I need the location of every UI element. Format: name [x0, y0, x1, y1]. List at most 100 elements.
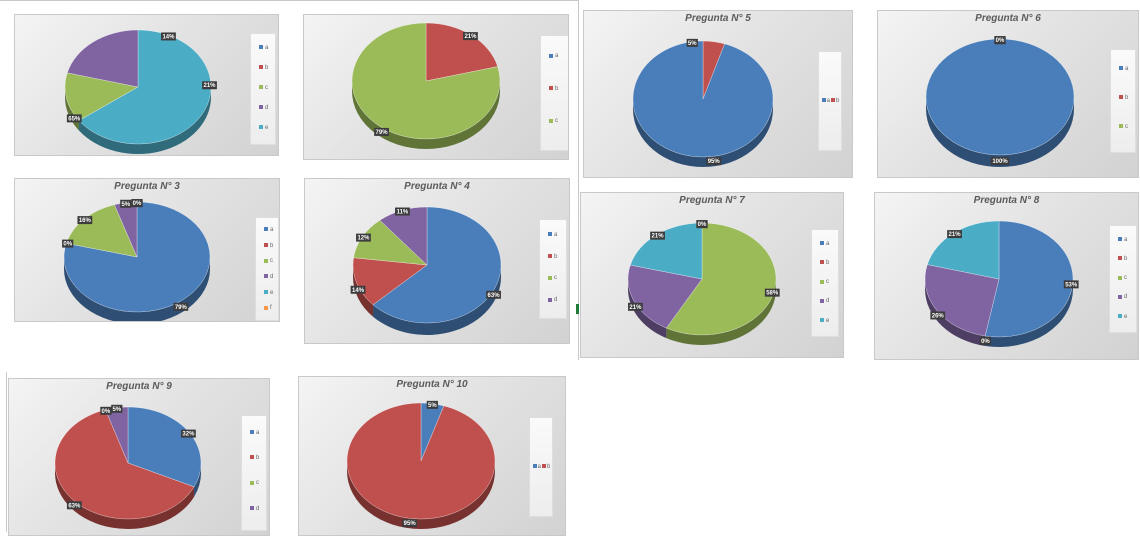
data-label-box [696, 220, 708, 229]
legend-item: b [250, 454, 259, 462]
data-label: 5% [428, 403, 437, 409]
data-label: 16% [79, 218, 92, 224]
data-label-box [100, 406, 112, 415]
legend-swatch [264, 274, 268, 279]
pie-top [924, 220, 1074, 338]
legend-swatch [259, 85, 263, 90]
pie-labels: 5% 95% [402, 400, 438, 528]
pie-slice-depth [194, 463, 201, 497]
legend-label: c [1125, 123, 1128, 130]
legend-swatch [1118, 275, 1122, 280]
legend-item: e [259, 124, 268, 132]
chart-legend: a b c d e [250, 33, 276, 145]
legend-swatch [548, 297, 552, 302]
legend-swatch [264, 242, 268, 247]
data-label-box [120, 199, 132, 208]
data-label: 0% [698, 222, 707, 228]
pie-chart-7: 0%0%58%21%21% [627, 220, 780, 345]
data-label: 65% [68, 116, 81, 122]
pie-slice [78, 29, 212, 145]
data-label-box [356, 233, 371, 242]
data-label-box [706, 157, 722, 166]
legend-swatch [1119, 95, 1123, 100]
pie-depth [926, 97, 1074, 167]
legend-label: b [555, 85, 559, 92]
data-label-box [350, 285, 366, 294]
legend-item: b [1118, 255, 1127, 263]
legend-swatch [548, 275, 552, 280]
chart-legend: a b c d [241, 415, 267, 531]
legend-swatch [821, 98, 826, 103]
data-label: 5% [112, 407, 121, 413]
data-label: 5% [121, 202, 130, 208]
data-label-box [66, 114, 82, 123]
legend-swatch [820, 298, 824, 303]
chart-title: Pregunta N° 5 [685, 13, 751, 24]
data-label: 63% [68, 503, 81, 509]
data-label-box [131, 199, 143, 208]
legend-swatch [532, 464, 537, 469]
legend-swatch [549, 86, 553, 91]
data-label: 12% [357, 236, 370, 242]
pie-top [925, 38, 1075, 156]
pie-labels: 32% 63% 0% 5% [66, 404, 196, 510]
data-label: 21% [949, 232, 962, 238]
pie-slice [67, 29, 139, 88]
legend-swatch [250, 430, 254, 435]
pie-labels: 0%0%58%21%21% [628, 220, 780, 311]
data-label-box [990, 157, 1010, 166]
legend-label: b [1125, 94, 1129, 101]
legend-label: d [270, 273, 274, 280]
legend-label: a [270, 226, 274, 233]
data-label: 5% [688, 41, 697, 47]
chart-panel-4: Pregunta N° 4 63% 14% 12% 11% a b c d [304, 178, 570, 344]
legend-label: a [1125, 65, 1129, 72]
pie-top [64, 29, 212, 145]
legend-swatch [264, 258, 268, 263]
data-label: 0% [102, 409, 111, 415]
legend-swatch [1118, 314, 1122, 319]
chart-title: Pregunta N° 10 [396, 379, 468, 390]
legend-label: a [554, 231, 558, 238]
chart-title: Pregunta N° 9 [106, 381, 172, 392]
legend-item: c [250, 479, 259, 487]
legend-item: b [549, 85, 558, 93]
legend-item: d [1118, 293, 1127, 301]
legend-swatch [549, 53, 553, 58]
pie-labels: 53%0%0%26%21% [930, 230, 1079, 345]
legend-label: d [265, 105, 269, 111]
chart-panel-9: Pregunta N° 9 32% 63% 0% 5% a b c d [8, 378, 270, 536]
top-divider [0, 0, 578, 1]
legend-item: c [820, 278, 829, 286]
legend-label: c [265, 85, 268, 91]
pie-slice-depth [347, 461, 495, 529]
pie-labels: 79%0%16%5%0%0% [62, 199, 189, 311]
pie-slice [632, 40, 774, 158]
chart-title: Pregunta N° 8 [973, 195, 1040, 206]
legend-swatch [264, 290, 268, 295]
pie-labels: 95% 5% [686, 38, 722, 166]
data-label-box [62, 239, 74, 248]
data-label-box [374, 127, 389, 136]
legend-label: a [1124, 236, 1128, 243]
legend-swatch [1119, 124, 1123, 129]
pie-depth [55, 463, 201, 529]
legend-swatch [548, 232, 552, 237]
legend-label: a [555, 53, 559, 60]
data-label-box [979, 336, 992, 345]
data-label-box [486, 290, 501, 299]
pie-labels: 63% 14% 12% 11% [350, 207, 501, 299]
pie-slice-depth [373, 265, 501, 335]
data-label-box [628, 302, 643, 311]
chart-legend: a b c d e [811, 229, 839, 337]
legend-label: b [256, 455, 260, 461]
legend-swatch [820, 260, 824, 265]
legend-item: b [1119, 94, 1128, 102]
data-label: 21% [629, 305, 642, 311]
legend-swatch [1119, 65, 1123, 70]
pie-depth [347, 461, 495, 529]
data-label: 53% [1065, 282, 1078, 288]
